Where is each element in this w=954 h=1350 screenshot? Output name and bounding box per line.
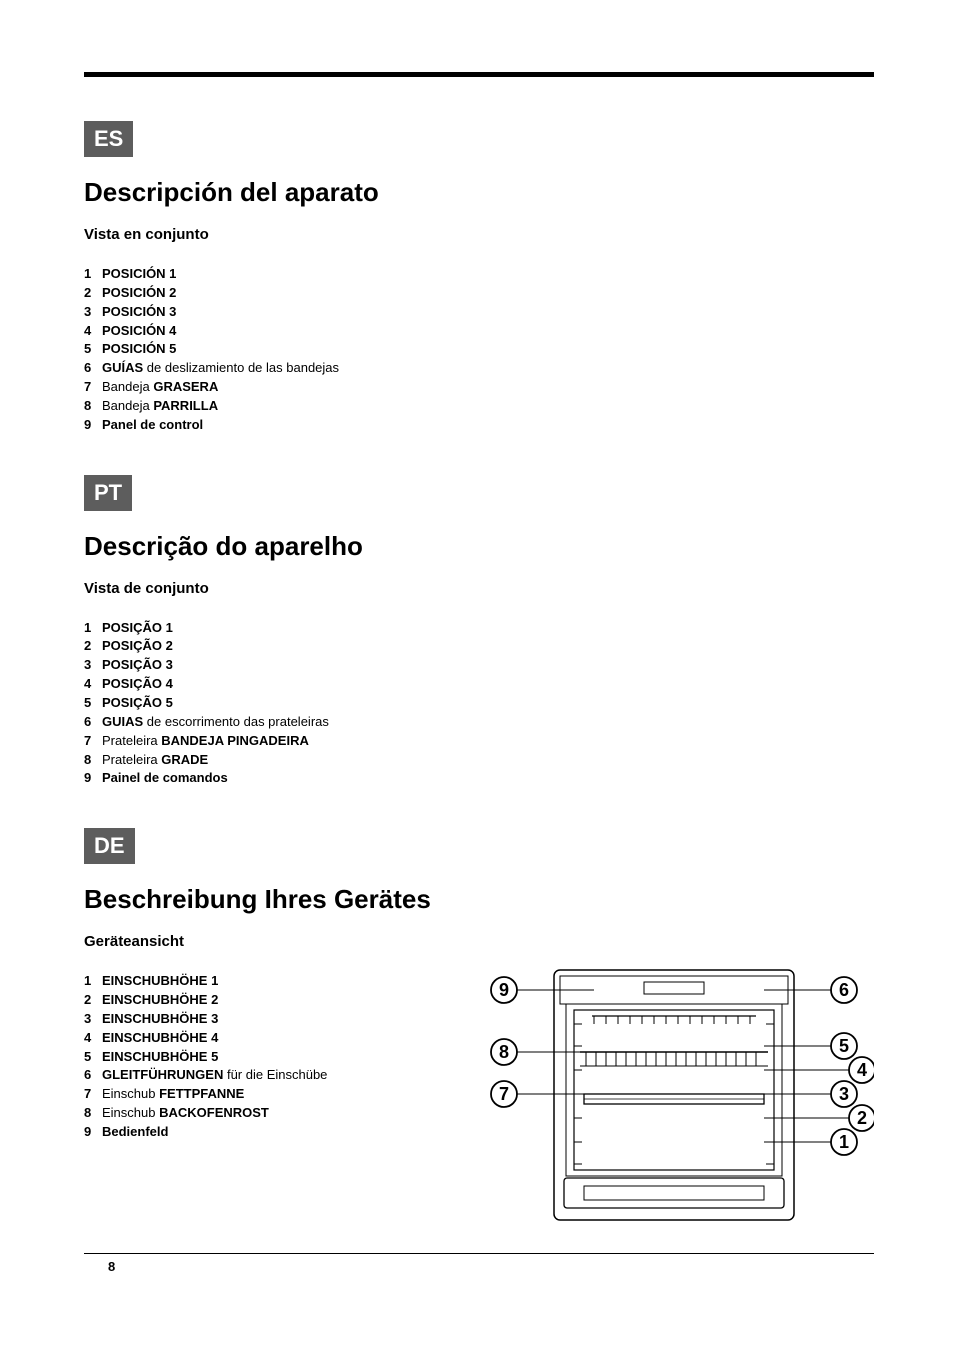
list-item: 7Bandeja GRASERA	[84, 378, 874, 397]
item-text: POSIÇÃO 3	[102, 656, 173, 675]
item-number: 9	[84, 1123, 102, 1142]
item-number: 5	[84, 1048, 102, 1067]
svg-text:2: 2	[857, 1108, 867, 1128]
item-text: POSICIÓN 4	[102, 322, 176, 341]
list-item: 4POSICIÓN 4	[84, 322, 874, 341]
page-footer: 8	[84, 1253, 874, 1276]
item-number: 4	[84, 322, 102, 341]
list-item: 3POSIÇÃO 3	[84, 656, 874, 675]
list-item: 5POSIÇÃO 5	[84, 694, 874, 713]
list-item: 4POSIÇÃO 4	[84, 675, 874, 694]
item-number: 9	[84, 416, 102, 435]
list-item: 6GUÍAS de deslizamiento de las bandejas	[84, 359, 874, 378]
item-number: 8	[84, 1104, 102, 1123]
item-text: Panel de control	[102, 416, 203, 435]
item-number: 5	[84, 340, 102, 359]
top-rule	[84, 72, 874, 77]
item-number: 8	[84, 751, 102, 770]
item-number: 7	[84, 732, 102, 751]
item-text: EINSCHUBHÖHE 4	[102, 1029, 218, 1048]
list-item: 1POSICIÓN 1	[84, 265, 874, 284]
section-title: Descripción del aparato	[84, 177, 874, 208]
svg-text:5: 5	[839, 1036, 849, 1056]
item-text: POSICIÓN 1	[102, 265, 176, 284]
list-item: 7Prateleira BANDEJA PINGADEIRA	[84, 732, 874, 751]
item-text: POSICIÓN 3	[102, 303, 176, 322]
list-item: 6GUIAS de escorrimento das prateleiras	[84, 713, 874, 732]
item-text: Bedienfeld	[102, 1123, 168, 1142]
svg-text:9: 9	[499, 980, 509, 1000]
item-text: GUIAS de escorrimento das prateleiras	[102, 713, 329, 732]
item-number: 2	[84, 991, 102, 1010]
item-text: POSIÇÃO 1	[102, 619, 173, 638]
list-item: 3POSICIÓN 3	[84, 303, 874, 322]
item-number: 3	[84, 656, 102, 675]
svg-text:1: 1	[839, 1132, 849, 1152]
page-number: 8	[108, 1259, 115, 1274]
item-text: EINSCHUBHÖHE 2	[102, 991, 218, 1010]
item-text: Einschub BACKOFENROST	[102, 1104, 269, 1123]
item-text: Bandeja GRASERA	[102, 378, 218, 397]
item-number: 8	[84, 397, 102, 416]
item-text: Painel de comandos	[102, 769, 228, 788]
item-number: 9	[84, 769, 102, 788]
item-number: 6	[84, 359, 102, 378]
item-text: POSIÇÃO 4	[102, 675, 173, 694]
item-number: 6	[84, 1066, 102, 1085]
item-number: 4	[84, 675, 102, 694]
svg-text:8: 8	[499, 1042, 509, 1062]
item-number: 3	[84, 303, 102, 322]
lang-badge: DE	[84, 828, 135, 864]
oven-diagram: 9 8 7 6 54321	[474, 960, 874, 1230]
list-item: 8Bandeja PARRILLA	[84, 397, 874, 416]
item-number: 2	[84, 284, 102, 303]
item-text: Bandeja PARRILLA	[102, 397, 218, 416]
section-subtitle: Geräteansicht	[84, 933, 874, 950]
lang-badge: PT	[84, 475, 132, 511]
svg-text:7: 7	[499, 1084, 509, 1104]
list-item: 9Painel de comandos	[84, 769, 874, 788]
item-number: 6	[84, 713, 102, 732]
item-text: GLEITFÜHRUNGEN für die Einschübe	[102, 1066, 327, 1085]
section-title: Descrição do aparelho	[84, 531, 874, 562]
item-number: 1	[84, 619, 102, 638]
list-item: 2POSIÇÃO 2	[84, 637, 874, 656]
item-text: Prateleira GRADE	[102, 751, 208, 770]
item-text: EINSCHUBHÖHE 1	[102, 972, 218, 991]
svg-text:4: 4	[857, 1060, 867, 1080]
item-number: 1	[84, 972, 102, 991]
list-item: 2POSICIÓN 2	[84, 284, 874, 303]
item-text: Einschub FETTPFANNE	[102, 1085, 244, 1104]
item-number: 3	[84, 1010, 102, 1029]
language-section-es: ES Descripción del aparato Vista en conjun…	[84, 121, 874, 435]
svg-text:6: 6	[839, 980, 849, 1000]
section-subtitle: Vista en conjunto	[84, 226, 874, 243]
item-text: POSICIÓN 5	[102, 340, 176, 359]
item-list: 1POSIÇÃO 12POSIÇÃO 23POSIÇÃO 34POSIÇÃO 4…	[84, 619, 874, 789]
item-number: 7	[84, 378, 102, 397]
item-text: POSIÇÃO 5	[102, 694, 173, 713]
list-item: 5POSICIÓN 5	[84, 340, 874, 359]
item-number: 7	[84, 1085, 102, 1104]
item-number: 1	[84, 265, 102, 284]
item-text: Prateleira BANDEJA PINGADEIRA	[102, 732, 309, 751]
item-text: EINSCHUBHÖHE 5	[102, 1048, 218, 1067]
item-text: POSICIÓN 2	[102, 284, 176, 303]
section-subtitle: Vista de conjunto	[84, 580, 874, 597]
item-number: 4	[84, 1029, 102, 1048]
lang-badge: ES	[84, 121, 133, 157]
item-text: POSIÇÃO 2	[102, 637, 173, 656]
item-number: 2	[84, 637, 102, 656]
language-section-pt: PT Descrição do aparelho Vista de conjunto…	[84, 475, 874, 789]
section-title: Beschreibung Ihres Gerätes	[84, 884, 874, 915]
item-text: EINSCHUBHÖHE 3	[102, 1010, 218, 1029]
item-text: GUÍAS de deslizamiento de las bandejas	[102, 359, 339, 378]
list-item: 1POSIÇÃO 1	[84, 619, 874, 638]
list-item: 9Panel de control	[84, 416, 874, 435]
svg-text:3: 3	[839, 1084, 849, 1104]
item-number: 5	[84, 694, 102, 713]
list-item: 8Prateleira GRADE	[84, 751, 874, 770]
item-list: 1POSICIÓN 12POSICIÓN 23POSICIÓN 34POSICI…	[84, 265, 874, 435]
